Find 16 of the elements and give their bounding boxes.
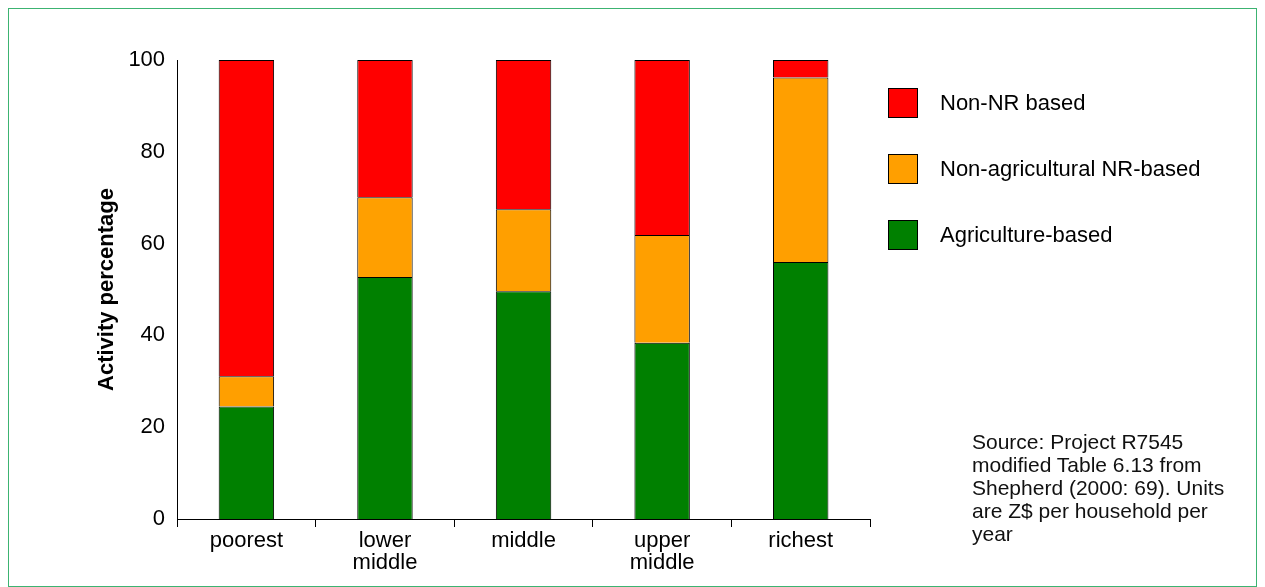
y-tick-label: 20 — [140, 413, 166, 439]
y-tick-label: 60 — [140, 229, 166, 255]
x-tick-label: richest — [768, 527, 834, 553]
x-tick-label: middle — [491, 527, 556, 553]
x-tick-label: lower middle — [352, 527, 418, 575]
legend-label: Non-NR based — [940, 90, 1086, 116]
y-tick-label: 40 — [140, 321, 166, 347]
x-tick-label: poorest — [209, 527, 284, 553]
legend-label: Non-agricultural NR-based — [940, 156, 1201, 182]
y-axis-title: Activity percentage — [93, 188, 119, 391]
legend-label: Agriculture-based — [940, 222, 1113, 248]
x-tick-label: upper middle — [629, 527, 695, 575]
y-tick-label: 100 — [128, 46, 166, 72]
source-note: Source: Project R7545 modified Table 6.13 from Shepherd (2000: 69). Units are Z$ per household per year — [972, 430, 1226, 545]
y-tick-label: 80 — [140, 137, 166, 163]
y-tick-label: 0 — [152, 505, 166, 531]
